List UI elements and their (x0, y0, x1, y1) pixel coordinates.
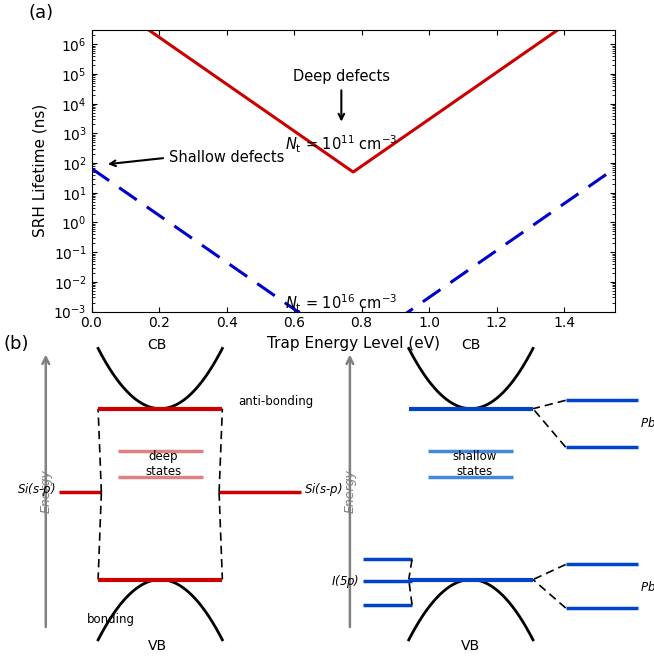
Text: CB: CB (461, 338, 481, 352)
Text: bonding: bonding (87, 613, 135, 626)
Text: VB: VB (147, 639, 167, 653)
Text: $N_\mathrm{t}$ = 10$^{11}$ cm$^{-3}$: $N_\mathrm{t}$ = 10$^{11}$ cm$^{-3}$ (285, 133, 398, 155)
Text: VB: VB (461, 639, 481, 653)
Text: Energy: Energy (343, 469, 356, 513)
Text: CB: CB (147, 338, 167, 352)
Text: (a): (a) (29, 4, 54, 21)
Text: $N_\mathrm{t}$ = 10$^{16}$ cm$^{-3}$: $N_\mathrm{t}$ = 10$^{16}$ cm$^{-3}$ (285, 293, 398, 314)
Text: (b): (b) (3, 335, 29, 353)
Text: anti-bonding: anti-bonding (239, 395, 314, 409)
Text: deep
states: deep states (145, 450, 182, 478)
Text: I(5$p$): I(5$p$) (332, 573, 360, 590)
Text: shallow
states: shallow states (452, 450, 496, 478)
Text: Pb(6$s$): Pb(6$s$) (640, 579, 654, 594)
Text: Si($s$-$p$): Si($s$-$p$) (17, 480, 56, 498)
Text: Si($s$-$p$): Si($s$-$p$) (304, 480, 343, 498)
Text: Energy: Energy (39, 469, 52, 513)
Text: Deep defects: Deep defects (293, 69, 390, 84)
Text: Pb(6$p$): Pb(6$p$) (640, 415, 654, 432)
X-axis label: Trap Energy Level (eV): Trap Energy Level (eV) (267, 336, 439, 351)
Text: Shallow defects: Shallow defects (169, 150, 284, 165)
Y-axis label: SRH Lifetime (ns): SRH Lifetime (ns) (33, 105, 48, 237)
